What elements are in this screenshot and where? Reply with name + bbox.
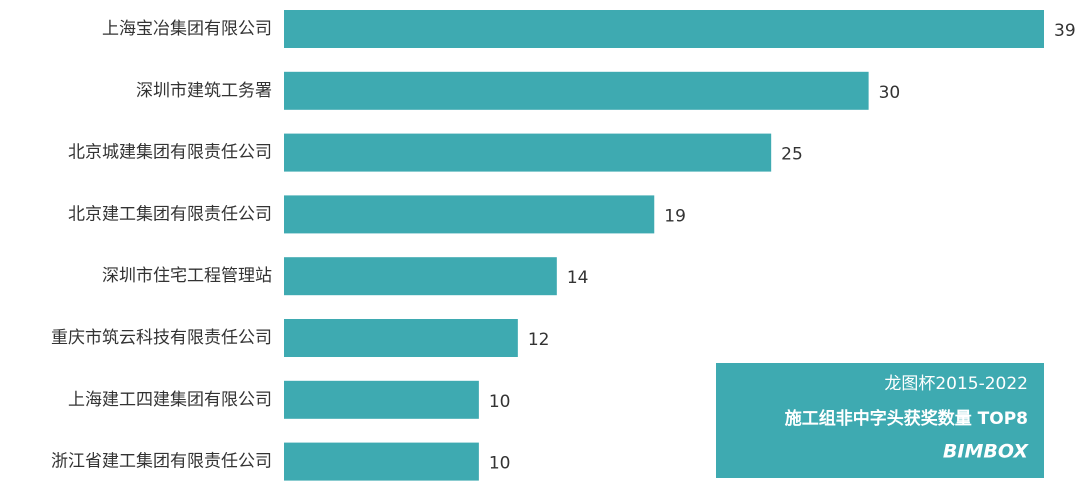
logo: BIMBOX — [943, 441, 1029, 463]
category-label: 北京城建集团有限责任公司 — [68, 143, 272, 163]
bar — [284, 380, 479, 419]
category-label: 上海宝冶集团有限公司 — [102, 19, 272, 39]
bar — [284, 319, 518, 357]
bar — [284, 195, 655, 234]
category-label: 深圳市建筑工务署 — [136, 81, 272, 101]
value-label: 14 — [567, 268, 589, 288]
value-label: 25 — [781, 145, 803, 165]
value-label: 30 — [879, 83, 901, 103]
bar — [284, 10, 1044, 48]
category-label: 重庆市筑云科技有限责任公司 — [51, 328, 272, 348]
caption-box — [716, 363, 1044, 478]
value-label: 10 — [489, 454, 511, 474]
category-label: 北京建工集团有限责任公司 — [68, 204, 272, 224]
category-label: 上海建工四建集团有限公司 — [68, 390, 272, 410]
category-label: 深圳市住宅工程管理站 — [102, 266, 272, 286]
value-label: 39 — [1054, 21, 1076, 41]
chart-subtitle: 施工组非中字头获奖数量 TOP8 — [785, 408, 1028, 429]
value-label: 10 — [489, 392, 511, 412]
chart-title: 龙图杯2015-2022 — [884, 374, 1028, 394]
value-label: 12 — [528, 330, 550, 350]
bar — [284, 71, 869, 110]
value-label: 19 — [664, 206, 686, 226]
category-label: 浙江省建工集团有限责任公司 — [51, 452, 272, 472]
bar — [284, 133, 772, 172]
bar — [284, 257, 557, 296]
bar — [284, 442, 479, 481]
